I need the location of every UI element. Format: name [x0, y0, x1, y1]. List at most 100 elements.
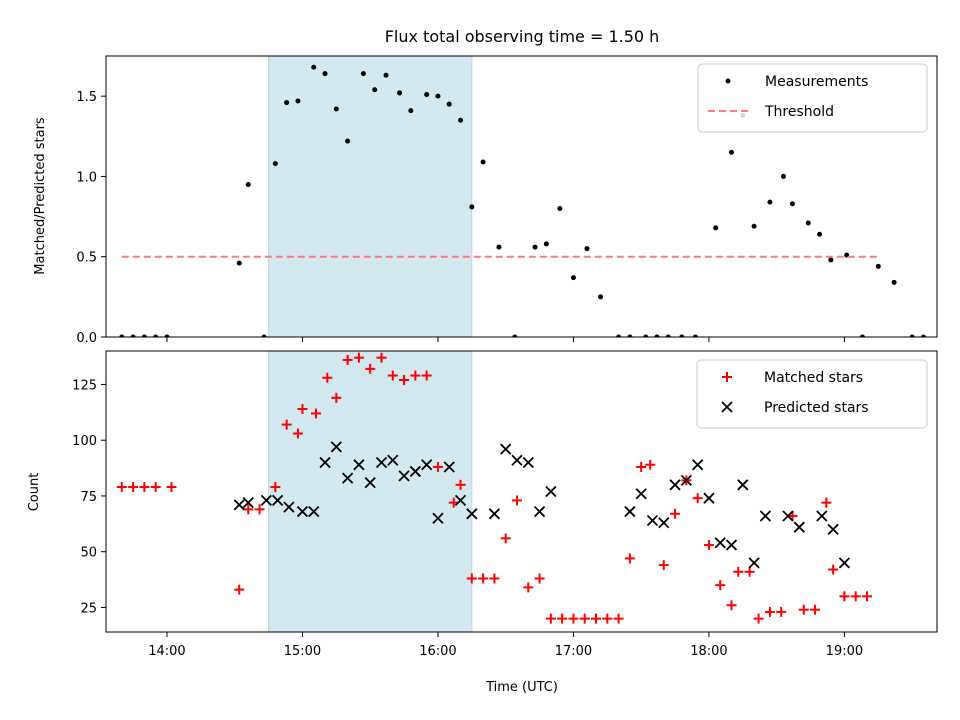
measurement-point: [245, 181, 251, 187]
measurement-point: [153, 334, 159, 337]
bottom-y-tick-label: 75: [80, 490, 97, 505]
measurement-point: [469, 204, 475, 210]
measurement-point: [345, 138, 351, 144]
predicted-star-point: [409, 465, 422, 478]
matched-star-point: [764, 606, 775, 617]
bottom-legend: Matched stars Predicted stars: [696, 359, 928, 429]
matched-star-point: [645, 459, 656, 470]
predicted-star-point: [466, 508, 478, 520]
measurement-point: [496, 244, 502, 250]
matched-star-point: [116, 482, 127, 493]
predicted-star-point: [488, 508, 501, 520]
predicted-star-point: [793, 521, 805, 533]
matched-star-point: [703, 540, 714, 551]
measurement-point: [512, 334, 518, 337]
matched-star-point: [500, 533, 511, 544]
predicted-star-point: [748, 557, 760, 569]
matched-star-point: [523, 582, 534, 593]
bottom-panel: 25 50 75 100 125 14:00 15:00 16:00 17:00 18:00 19:…: [27, 350, 938, 695]
predicted-star-point: [283, 501, 295, 513]
bottom-x-tick-label: 14:00: [148, 644, 185, 659]
measurement-point: [408, 108, 414, 114]
matched-star-point: [365, 363, 376, 374]
predicted-star-point: [421, 459, 433, 471]
predicted-star-point: [533, 505, 546, 518]
predicted-star-point: [669, 479, 681, 491]
predicted-star-point: [454, 494, 467, 507]
legend-label: Matched stars: [764, 370, 863, 386]
legend-marker-matched: [722, 372, 732, 382]
matched-star-point: [753, 613, 764, 624]
predicted-star-point: [827, 523, 839, 536]
measurement-point: [383, 72, 389, 78]
x-axis-label: Time (UTC): [485, 680, 558, 695]
measurement-point: [859, 334, 865, 337]
bottom-x-tick-label: 15:00: [284, 644, 321, 659]
predicted-star-point: [646, 514, 659, 527]
predicted-star-point: [816, 510, 828, 522]
measurement-point: [805, 220, 811, 226]
bottom-highlight-span: [268, 350, 473, 633]
predicted-star-point: [725, 539, 738, 551]
matched-star-point: [861, 591, 872, 602]
matched-star-point: [387, 370, 398, 381]
bottom-axes-frame: [105, 350, 938, 633]
measurement-point: [164, 334, 170, 337]
measurement-point: [272, 161, 278, 167]
matched-star-point: [715, 580, 726, 591]
measurement-point: [261, 334, 267, 337]
bottom-x-tick-label: 19:00: [826, 644, 863, 659]
matched-star-point: [670, 508, 681, 519]
predicted-star-point: [375, 456, 388, 469]
matched-star-point: [810, 604, 821, 615]
predicted-star-point: [353, 459, 365, 471]
matched-star-point: [292, 428, 303, 439]
matched-star-point: [432, 461, 443, 472]
predicted-star-point: [703, 492, 715, 504]
legend-marker-measurements: [725, 78, 731, 84]
measurement-point: [424, 92, 430, 98]
matched-star-point: [798, 604, 809, 615]
predicted-star-point: [443, 461, 455, 473]
matched-star-point: [821, 497, 832, 508]
measurement-point: [322, 71, 328, 77]
matched-star-point: [410, 370, 421, 381]
matched-star-point: [511, 495, 522, 506]
matched-star-point: [624, 553, 635, 564]
predicted-star-point: [319, 456, 331, 469]
measurement-point: [679, 334, 685, 337]
matched-star-point: [376, 352, 387, 363]
bottom-y-tick-label: 100: [72, 434, 97, 449]
predicted-star-point: [364, 476, 376, 489]
measurement-point: [936, 173, 937, 176]
predicted-star-point: [341, 472, 354, 484]
predicted-star-point: [242, 497, 254, 509]
measurement-point: [130, 334, 136, 337]
predicted-star-point: [330, 441, 342, 453]
predicted-star-point: [691, 459, 704, 471]
measurement-point: [875, 263, 881, 269]
matched-star-point: [322, 372, 333, 383]
matched-star-point: [478, 573, 489, 584]
matched-star-point: [489, 573, 500, 584]
measurement-point: [654, 334, 660, 337]
measurement-point: [119, 334, 125, 337]
measurement-point: [236, 260, 242, 266]
predicted-star-point: [680, 474, 692, 486]
top-y-tick-label: 0.0: [76, 331, 97, 346]
matched-star-point: [658, 560, 669, 571]
measurement-point: [584, 246, 590, 252]
legend-frame: [697, 63, 928, 133]
matched-star-point: [636, 461, 647, 472]
matched-star-point: [733, 566, 744, 577]
matched-star-point: [270, 482, 281, 493]
matched-star-point: [234, 584, 245, 595]
top-y-tick-label: 1.0: [76, 170, 97, 185]
measurement-point: [543, 241, 549, 247]
matched-star-point: [839, 591, 850, 602]
matched-star-point: [342, 354, 353, 365]
bottom-y-tick-label: 25: [80, 601, 97, 616]
bottom-plot-layer: 25 50 75 100 125 14:00 15:00 16:00 17:00 18:00 19:…: [72, 350, 938, 659]
top-plot-layer: 0.0 0.5 1.0 1.5: [76, 55, 938, 346]
measurement-point: [598, 294, 604, 300]
